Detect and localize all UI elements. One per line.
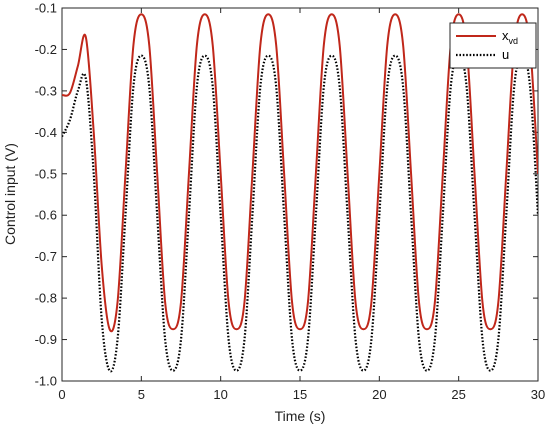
y-tick-label: -0.3	[35, 83, 57, 98]
x-tick-label: 5	[138, 387, 145, 402]
x-axis-title: Time (s)	[275, 408, 326, 424]
legend-label: xvd	[502, 28, 518, 46]
x-tick-label: 10	[213, 387, 227, 402]
y-tick-label: -0.2	[35, 42, 57, 57]
x-tick-label: 15	[293, 387, 307, 402]
legend-label-subscript: vd	[509, 36, 519, 46]
x-tick-label: 20	[372, 387, 386, 402]
axis-ticks: 0 5 10 15 20 25 30 -0.1 -0.2 -0.3 -0.4 -0.5 -0.6 -0.7…	[35, 1, 546, 403]
x-tick-label: 30	[531, 387, 545, 402]
y-tick-label: -0.9	[35, 332, 57, 347]
x-tick-label: 25	[451, 387, 465, 402]
legend-label: u	[502, 47, 509, 62]
y-tick-label: -1.0	[35, 374, 57, 389]
plot-frame	[61, 7, 539, 382]
plot-area	[61, 7, 539, 382]
x-tick-label: 0	[58, 387, 65, 402]
y-tick-label: -0.6	[35, 208, 57, 223]
y-tick-label: -0.8	[35, 291, 57, 306]
y-tick-label: -0.7	[35, 249, 57, 264]
y-axis-title: Control input (V)	[2, 143, 18, 245]
legend-box	[449, 22, 537, 69]
legend-label-main: u	[502, 47, 509, 62]
legend-label-main: x	[502, 28, 509, 43]
series-line-xvd	[62, 13, 538, 333]
y-tick-label: -0.1	[35, 1, 57, 16]
y-tick-label: -0.4	[35, 125, 57, 140]
y-tick-label: -0.5	[35, 166, 57, 181]
